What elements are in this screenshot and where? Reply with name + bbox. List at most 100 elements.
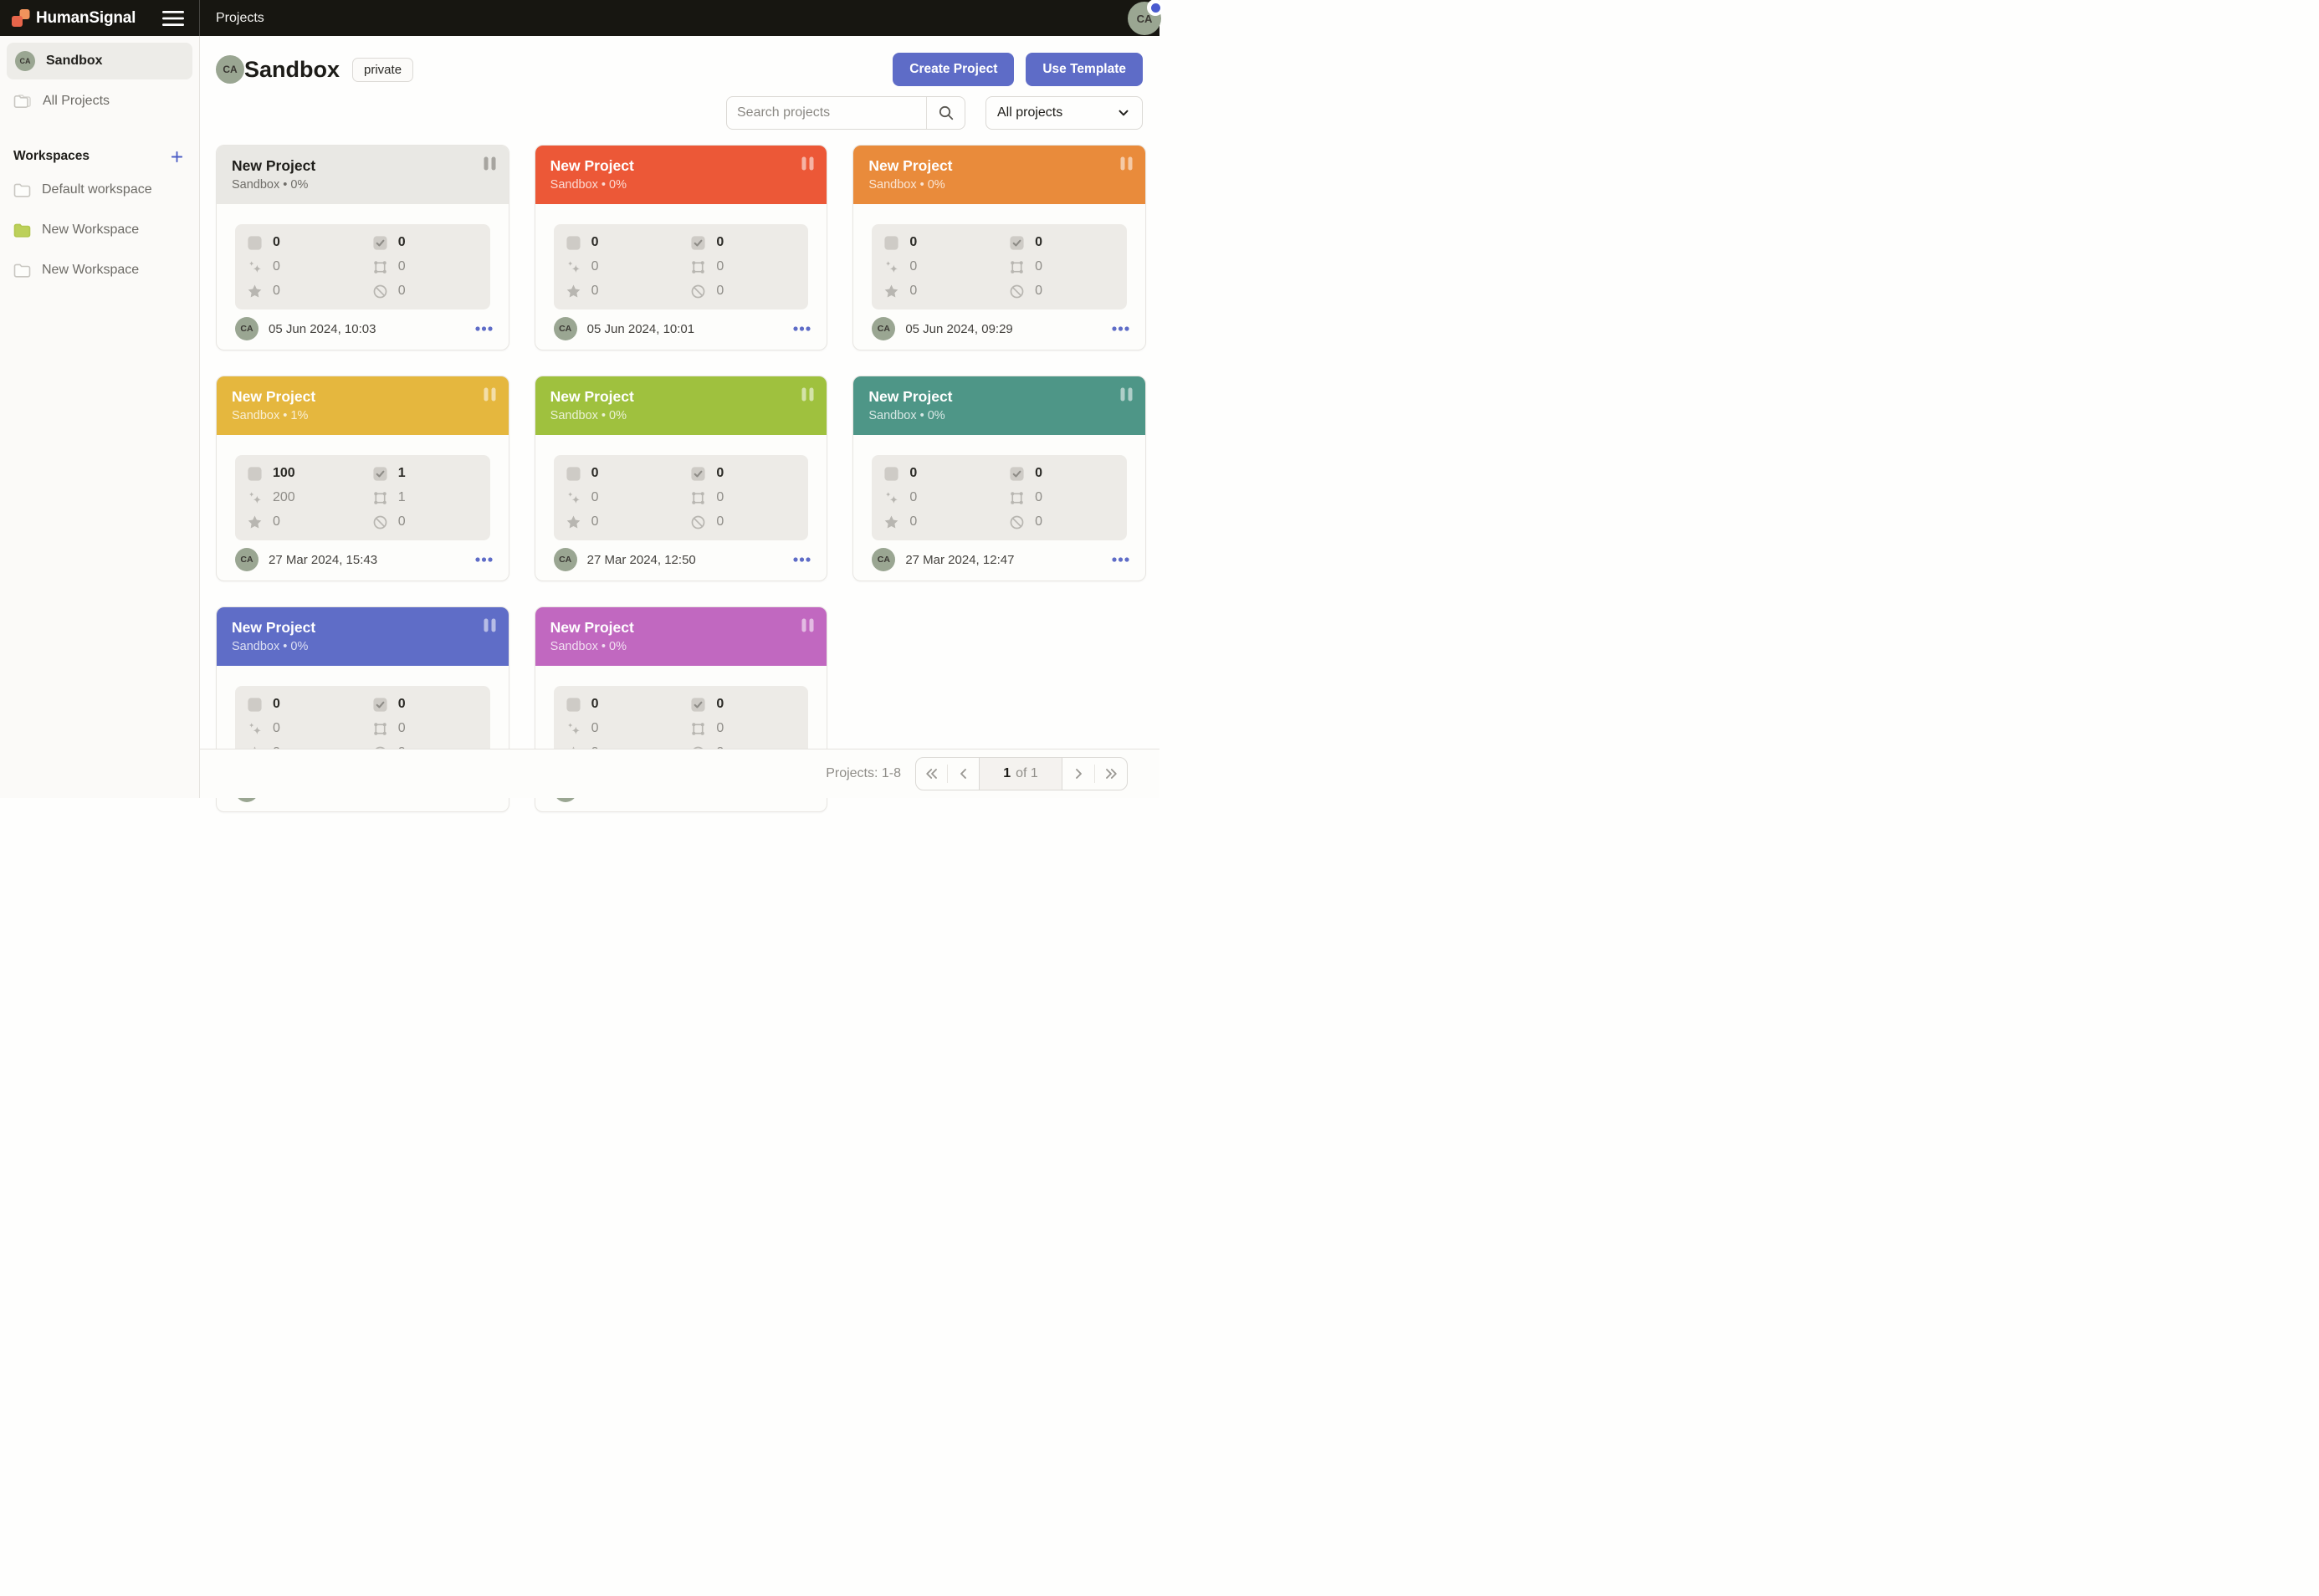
sidebar-item-all-projects[interactable]: All Projects [0, 83, 199, 120]
user-avatar[interactable]: CA [1128, 0, 1164, 35]
project-card-stats: 0 0 [872, 224, 1127, 309]
avatar: CA [553, 548, 577, 571]
check-square-icon [1009, 466, 1025, 482]
pause-icon [1120, 156, 1133, 171]
project-card-subtitle: Sandbox • 0% [232, 178, 309, 192]
projects-scope-dropdown[interactable]: All projects [985, 96, 1143, 130]
check-square-icon [690, 235, 706, 251]
sidebar-item-sandbox[interactable]: CA Sandbox [7, 43, 192, 79]
project-card-subtitle: Sandbox • 1% [232, 409, 309, 422]
project-grid: New Project Sandbox • 0% 0 [200, 130, 1160, 812]
last-page-button[interactable] [1095, 758, 1127, 790]
brand-logo[interactable]: HumanSignal [12, 8, 136, 28]
bounding-box-icon [690, 721, 706, 737]
project-card-date: 27 Mar 2024, 12:47 [905, 552, 1015, 567]
check-square-icon [1009, 235, 1025, 251]
folder-icon [13, 223, 31, 238]
project-card-title: New Project [232, 619, 316, 636]
avatar: CA [235, 548, 259, 571]
project-card[interactable]: New Project Sandbox • 0% 0 [534, 145, 828, 350]
project-card[interactable]: New Project Sandbox • 0% 0 [534, 376, 828, 581]
stat-tasks: 0 [883, 463, 1009, 483]
stat-regions: 0 [1009, 488, 1115, 508]
stat-regions: 0 [690, 488, 796, 508]
page-indicator: 1 of 1 [979, 758, 1062, 790]
square-icon [566, 235, 581, 251]
visibility-badge: private [352, 57, 414, 82]
stat-ground-truth: 0 [883, 281, 1009, 301]
stat-regions: 1 [372, 488, 479, 508]
more-options-icon[interactable] [791, 554, 812, 565]
sidebar-item-workspace[interactable]: New Workspace [0, 210, 199, 250]
project-card-stats: 0 0 [553, 455, 809, 540]
stat-skipped: 0 [372, 512, 479, 532]
stat-skipped: 0 [690, 281, 796, 301]
use-template-button[interactable]: Use Template [1026, 53, 1143, 86]
more-options-icon[interactable] [791, 323, 812, 335]
divider [1094, 765, 1095, 783]
sparkles-icon [247, 721, 263, 737]
ban-icon [372, 514, 388, 530]
sparkles-icon [566, 721, 581, 737]
project-card-date: 05 Jun 2024, 09:29 [905, 321, 1013, 336]
pause-icon [1120, 387, 1133, 402]
previous-page-button[interactable] [948, 758, 979, 790]
pagination-bar: Projects: 1-8 1 of 1 [200, 749, 1160, 798]
stat-predictions: 0 [883, 488, 1009, 508]
project-card-title: New Project [550, 157, 634, 174]
stacked-folders-icon [13, 93, 32, 110]
project-card-header: New Project Sandbox • 0% [853, 146, 1145, 204]
pause-icon [484, 618, 496, 632]
stat-skipped: 0 [1009, 512, 1115, 532]
ban-icon [1009, 514, 1025, 530]
project-card-footer: CA 27 Mar 2024, 15:43 [235, 548, 494, 571]
more-options-icon[interactable] [474, 323, 494, 335]
more-options-icon[interactable] [1110, 554, 1131, 565]
page-title: Sandbox [244, 56, 340, 82]
project-card[interactable]: New Project Sandbox • 0% 0 [852, 145, 1146, 350]
folder-icon [13, 263, 31, 279]
search-input[interactable] [727, 97, 926, 129]
stat-regions: 0 [372, 719, 479, 739]
stat-completed: 0 [372, 694, 479, 714]
search-icon[interactable] [926, 97, 965, 129]
stat-regions: 0 [372, 257, 479, 277]
more-options-icon[interactable] [1110, 323, 1131, 335]
avatar: CA [872, 317, 896, 340]
project-card[interactable]: New Project Sandbox • 0% 0 [216, 145, 509, 350]
sidebar-item-label: New Workspace [42, 223, 140, 237]
user-avatar-initials: CA [1136, 12, 1153, 25]
stat-predictions: 0 [247, 257, 372, 277]
check-square-icon [372, 466, 388, 482]
project-card[interactable]: New Project Sandbox • 0% 0 [852, 376, 1146, 581]
stat-completed: 0 [372, 233, 479, 253]
next-page-button[interactable] [1062, 758, 1094, 790]
hamburger-menu-icon[interactable] [159, 7, 187, 30]
check-square-icon [372, 235, 388, 251]
project-card-subtitle: Sandbox • 0% [550, 640, 627, 653]
stat-predictions: 0 [566, 719, 691, 739]
filter-row: All projects [200, 86, 1160, 130]
search-box [726, 96, 965, 130]
star-icon [247, 284, 263, 299]
project-card[interactable]: New Project Sandbox • 1% 100 [216, 376, 509, 581]
sidebar-item-workspace[interactable]: Default workspace [0, 170, 199, 210]
project-card-header: New Project Sandbox • 1% [217, 376, 509, 435]
add-workspace-icon[interactable] [168, 148, 186, 166]
ban-icon [372, 284, 388, 299]
project-card-subtitle: Sandbox • 0% [868, 178, 945, 192]
bounding-box-icon [690, 259, 706, 275]
project-card-header: New Project Sandbox • 0% [853, 376, 1145, 435]
bounding-box-icon [372, 490, 388, 506]
sidebar-item-workspace[interactable]: New Workspace [0, 250, 199, 290]
stat-predictions: 200 [247, 488, 372, 508]
create-project-button[interactable]: Create Project [893, 53, 1015, 86]
stat-regions: 0 [690, 257, 796, 277]
ban-icon [1009, 284, 1025, 299]
first-page-button[interactable] [916, 758, 947, 790]
project-card-header: New Project Sandbox • 0% [217, 146, 509, 204]
ban-icon [690, 514, 706, 530]
workspace-avatar: CA [216, 55, 244, 84]
more-options-icon[interactable] [474, 554, 494, 565]
stat-ground-truth: 0 [247, 512, 372, 532]
